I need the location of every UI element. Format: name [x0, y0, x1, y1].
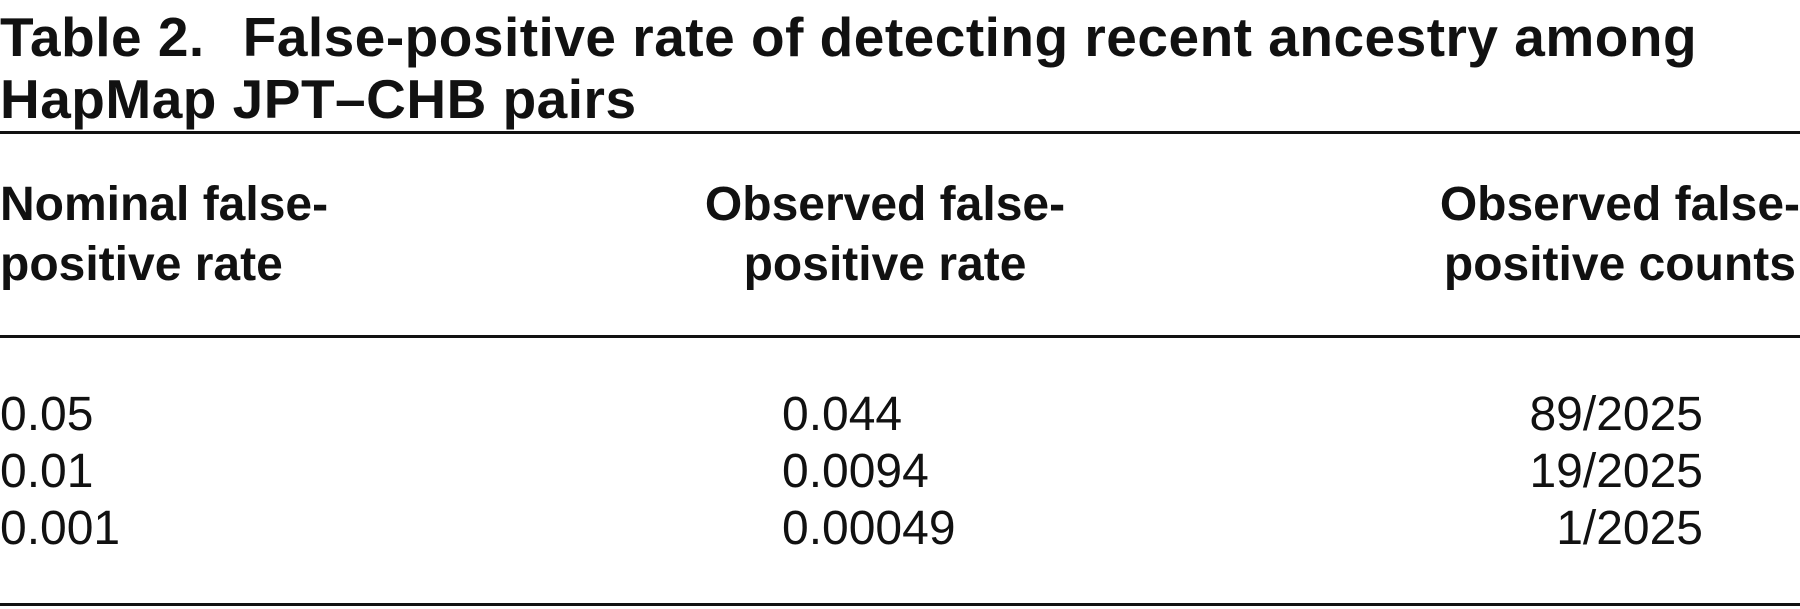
header-rule [0, 335, 1800, 338]
cell-observed-rate: 0.00049 [782, 502, 956, 555]
column-header-observed-rate-line1: Observed false- [704, 178, 1066, 231]
cell-observed-counts: 1/2025 [1556, 502, 1703, 555]
column-header-nominal-line2: positive rate [0, 238, 283, 291]
column-header-observed-rate-line2: positive rate [743, 238, 1027, 291]
table-label: Table 2. [0, 6, 205, 68]
cell-observed-counts: 19/2025 [1529, 445, 1703, 498]
bottom-rule [0, 603, 1800, 606]
column-header-nominal: Nominal false- positive rate [0, 175, 328, 295]
table-row: 0.001 0.00049 1/2025 [0, 500, 1800, 557]
cell-observed-rate: 0.0094 [782, 445, 929, 498]
column-header-nominal-line1: Nominal false- [0, 178, 329, 231]
cell-nominal: 0.05 [0, 388, 94, 441]
table-row: 0.05 0.044 89/2025 [0, 386, 1800, 443]
cell-nominal: 0.01 [0, 445, 94, 498]
table-row: 0.01 0.0094 19/2025 [0, 443, 1800, 500]
column-header-observed-counts-line2: positive counts [1443, 238, 1796, 291]
cell-nominal: 0.001 [0, 502, 121, 555]
table-title: False-positive rate of detecting recent … [0, 6, 1698, 130]
column-header-observed-counts-line1: Observed false- [1439, 178, 1800, 231]
column-header-observed-counts: Observed false- positive counts [1440, 175, 1800, 295]
cell-observed-rate: 0.044 [782, 388, 903, 441]
top-rule [0, 131, 1800, 134]
column-header-observed-rate: Observed false- positive rate [640, 175, 1130, 295]
cell-observed-counts: 89/2025 [1529, 388, 1703, 441]
table-body: 0.05 0.044 89/2025 0.01 0.0094 19/2025 0… [0, 386, 1800, 557]
table-caption: Table 2. False-positive rate of detecting… [0, 6, 1790, 130]
